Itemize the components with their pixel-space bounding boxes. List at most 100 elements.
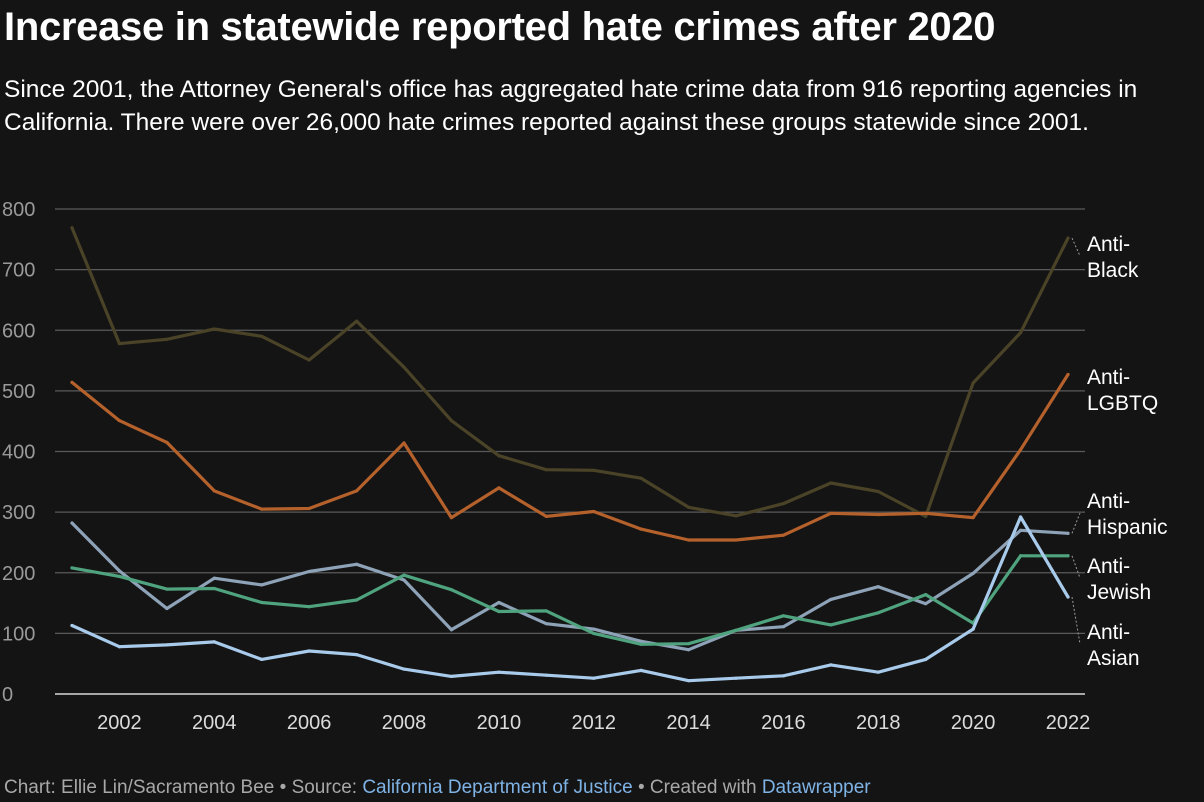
x-tick-label: 2002: [97, 712, 142, 734]
data-point-anti-lgbtq: [592, 509, 596, 514]
data-point-anti-jewish: [1066, 554, 1070, 558]
data-point-anti-asian: [971, 627, 975, 631]
x-tick-label: 2010: [477, 712, 522, 734]
data-point-anti-asian: [1066, 595, 1070, 599]
series-label-anti-asian: Anti-Asian: [1087, 621, 1140, 670]
data-point-anti-asian: [686, 679, 691, 683]
data-point-anti-asian: [781, 674, 786, 678]
series-lines: [70, 226, 1070, 683]
data-point-anti-lgbtq: [354, 489, 359, 493]
data-point-anti-hispanic: [686, 648, 691, 652]
data-point-anti-jewish: [924, 592, 928, 597]
y-tick-label: 100: [2, 623, 35, 645]
data-point-anti-lgbtq: [971, 515, 975, 520]
data-point-anti-hispanic: [70, 521, 74, 525]
data-point-anti-lgbtq: [117, 418, 122, 423]
data-point-anti-jewish: [1018, 554, 1023, 558]
x-tick-label: 2016: [761, 712, 806, 734]
data-point-anti-lgbtq: [544, 514, 548, 518]
series-line-anti-asian: [70, 515, 1070, 683]
data-point-anti-lgbtq: [829, 511, 833, 515]
data-point-anti-asian: [876, 670, 880, 674]
data-point-anti-black: [212, 327, 216, 331]
data-point-anti-jewish: [781, 614, 786, 618]
data-point-anti-lgbtq: [212, 489, 216, 493]
data-point-anti-jewish: [354, 598, 359, 602]
data-point-anti-jewish: [260, 600, 264, 605]
data-point-anti-hispanic: [971, 571, 975, 575]
x-axis: 2002 2004 2006 2008 2010 2012 2014 2016 2018 2020…: [97, 712, 1090, 734]
data-point-anti-hispanic: [1066, 531, 1070, 535]
data-point-anti-hispanic: [165, 606, 169, 611]
chart-title: Increase in statewide reported hate crim…: [4, 5, 996, 49]
data-point-anti-lgbtq: [1066, 372, 1070, 377]
label-connector: [1071, 237, 1081, 257]
y-axis: 0 100 200 300 400 500 600 700 800: [2, 199, 35, 706]
data-point-anti-black: [592, 468, 596, 472]
data-point-anti-hispanic: [260, 583, 264, 587]
credit-text: Chart: Ellie Lin/Sacramento Bee • Source…: [4, 777, 363, 798]
data-point-anti-asian: [307, 649, 311, 653]
data-point-anti-black: [1066, 236, 1070, 240]
data-point-anti-asian: [117, 645, 122, 649]
data-point-anti-lgbtq: [1018, 448, 1023, 452]
datawrapper-link[interactable]: Datawrapper: [761, 777, 871, 798]
x-tick-label: 2012: [571, 712, 616, 734]
data-point-anti-lgbtq: [639, 527, 643, 531]
data-point-anti-lgbtq: [165, 440, 169, 445]
data-point-anti-black: [402, 365, 406, 369]
data-point-anti-black: [497, 454, 501, 458]
data-point-anti-jewish: [117, 574, 122, 578]
source-link[interactable]: California Department of Justice: [362, 777, 633, 798]
data-point-anti-black: [1018, 331, 1023, 335]
data-point-anti-asian: [544, 673, 548, 677]
data-point-anti-black: [354, 319, 359, 323]
data-point-anti-asian: [1018, 515, 1023, 519]
data-point-anti-black: [117, 341, 122, 346]
data-point-anti-jewish: [686, 642, 691, 646]
series-label-anti-jewish: Anti-Jewish: [1087, 555, 1151, 604]
data-point-anti-asian: [639, 668, 643, 672]
data-point-anti-jewish: [70, 566, 74, 570]
data-point-anti-asian: [212, 640, 216, 644]
series-line-anti-jewish: [70, 554, 1070, 646]
data-point-anti-black: [165, 337, 169, 341]
data-point-anti-hispanic: [497, 600, 501, 605]
y-tick-label: 400: [2, 442, 35, 464]
x-tick-label: 2020: [951, 712, 996, 734]
data-point-anti-jewish: [449, 588, 454, 592]
data-point-anti-lgbtq: [686, 538, 691, 542]
y-tick-label: 500: [2, 381, 35, 403]
data-point-anti-black: [544, 468, 548, 472]
data-point-anti-lgbtq: [402, 441, 406, 445]
data-point-anti-jewish: [544, 609, 548, 613]
x-tick-label: 2008: [382, 712, 427, 734]
data-point-anti-black: [686, 505, 691, 509]
data-point-anti-hispanic: [781, 625, 786, 629]
data-point-anti-asian: [70, 623, 74, 628]
data-point-anti-hispanic: [829, 597, 833, 602]
series-line-anti-hispanic: [70, 521, 1070, 652]
data-point-anti-asian: [924, 657, 928, 662]
data-point-anti-asian: [592, 676, 596, 680]
data-point-anti-hispanic: [592, 627, 596, 631]
y-tick-label: 300: [2, 502, 35, 524]
data-point-anti-lgbtq: [781, 533, 786, 537]
data-point-anti-asian: [165, 643, 169, 647]
x-tick-label: 2014: [666, 712, 711, 734]
data-point-anti-jewish: [592, 631, 596, 635]
data-point-anti-black: [971, 381, 975, 385]
data-point-anti-asian: [497, 670, 501, 674]
data-point-anti-jewish: [212, 586, 216, 591]
data-point-anti-jewish: [165, 587, 169, 591]
series-label-anti-black: Anti-Black: [1087, 233, 1139, 282]
data-point-anti-jewish: [734, 628, 738, 632]
data-point-anti-jewish: [639, 642, 643, 646]
series-label-anti-lgbtq: Anti-LGBTQ: [1087, 366, 1158, 415]
label-connector: [1071, 555, 1081, 579]
data-point-anti-hispanic: [307, 569, 311, 574]
data-point-anti-hispanic: [212, 576, 216, 580]
data-point-anti-hispanic: [1018, 528, 1023, 532]
data-point-anti-black: [70, 226, 74, 230]
data-point-anti-asian: [354, 652, 359, 657]
